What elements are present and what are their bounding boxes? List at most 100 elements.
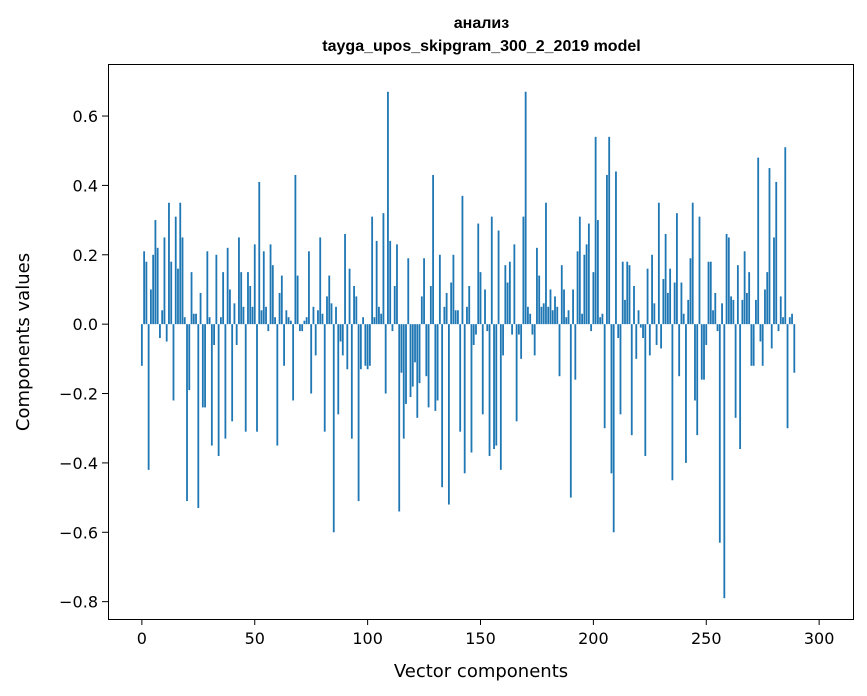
bar-149	[477, 223, 480, 325]
bar-131	[436, 324, 439, 401]
bar-147	[472, 324, 475, 345]
bar-166	[515, 324, 518, 422]
bar-6	[154, 220, 157, 325]
bar-208	[610, 324, 613, 474]
bar-47	[247, 272, 249, 325]
bar-93	[350, 324, 353, 439]
bar-225	[648, 324, 651, 356]
bar-125	[423, 258, 425, 325]
bar-175	[536, 247, 538, 325]
bar-59	[274, 317, 276, 325]
bar-219	[635, 324, 638, 359]
bar-176	[538, 275, 541, 325]
chart-subtitle: tayga_upos_skipgram_300_2_2019 model	[322, 38, 640, 55]
bar-266	[741, 299, 744, 325]
bar-204	[601, 313, 604, 325]
x-tick-label: 50	[245, 629, 265, 648]
y-tick-label: 0.6	[73, 107, 98, 126]
bar-256	[718, 324, 721, 543]
bar-284	[782, 317, 784, 325]
bar-107	[382, 213, 385, 325]
bar-72	[303, 320, 306, 325]
bar-233	[666, 292, 669, 325]
bar-254	[714, 292, 717, 325]
bar-85	[332, 324, 335, 533]
bar-236	[673, 282, 676, 325]
bar-56	[267, 324, 270, 332]
bar-246	[696, 324, 699, 436]
bar-44	[240, 272, 243, 325]
bar-186	[560, 265, 563, 325]
bar-209	[612, 324, 615, 533]
bar-12	[168, 202, 170, 325]
bar-259	[725, 233, 728, 325]
bar-124	[420, 296, 423, 325]
bar-283	[779, 296, 782, 325]
bar-189	[567, 310, 570, 325]
y-tick-label: 0.2	[73, 246, 98, 265]
bar-58	[271, 265, 274, 325]
bar-145	[468, 286, 471, 325]
bar-167	[517, 324, 520, 335]
bar-179	[545, 202, 547, 325]
bar-120	[411, 324, 414, 387]
bar-94	[353, 286, 355, 325]
bar-211	[617, 324, 620, 339]
bar-90	[344, 233, 346, 325]
bar-122	[416, 324, 419, 418]
bar-61	[278, 292, 281, 325]
bar-231	[662, 279, 665, 325]
bar-108	[384, 324, 387, 394]
bar-156	[493, 324, 495, 450]
x-axis-ticks: 0 50 100 150 200 250 300	[137, 619, 834, 648]
bar-288	[791, 313, 793, 325]
bar-3	[147, 324, 150, 470]
x-tick-label: 150	[465, 629, 496, 648]
bar-228	[655, 324, 658, 345]
bar-81	[323, 324, 326, 432]
bar-151	[481, 324, 484, 415]
bar-194	[578, 216, 581, 325]
bar-273	[757, 157, 760, 325]
bar-171	[527, 306, 529, 325]
bar-153	[486, 324, 489, 332]
bar-157	[495, 324, 498, 446]
bar-196	[583, 254, 586, 325]
bar-212	[619, 324, 622, 415]
bar-241	[685, 324, 687, 463]
bar-278	[768, 168, 771, 325]
bar-170	[524, 91, 527, 325]
bar-163	[508, 261, 511, 325]
bar-123	[418, 324, 421, 384]
bar-185	[558, 324, 561, 377]
bar-286	[786, 324, 789, 429]
bar-242	[687, 299, 690, 325]
bar-210	[615, 171, 617, 325]
x-axis-label: Vector components	[394, 661, 568, 682]
bar-0	[140, 324, 143, 366]
bar-69	[296, 275, 299, 325]
bar-267	[743, 251, 746, 325]
bar-165	[513, 244, 516, 325]
bar-54	[262, 251, 265, 325]
bar-206	[606, 175, 608, 325]
bar-181	[549, 289, 552, 325]
bar-269	[748, 272, 751, 325]
bar-36	[222, 272, 225, 325]
bar-92	[348, 268, 351, 325]
bar-45	[242, 306, 245, 325]
bar-260	[727, 237, 730, 325]
bar-202	[596, 220, 599, 325]
bar-277	[766, 272, 769, 325]
bar-73	[305, 317, 308, 325]
bar-222	[642, 324, 644, 339]
bar-146	[470, 324, 473, 453]
chart-title: анализ	[454, 15, 509, 32]
bar-197	[585, 244, 588, 325]
bar-160	[502, 324, 504, 356]
bar-287	[788, 317, 791, 325]
y-axis-label: Components values	[13, 253, 34, 431]
bar-21	[188, 324, 191, 391]
bar-22	[190, 272, 193, 325]
